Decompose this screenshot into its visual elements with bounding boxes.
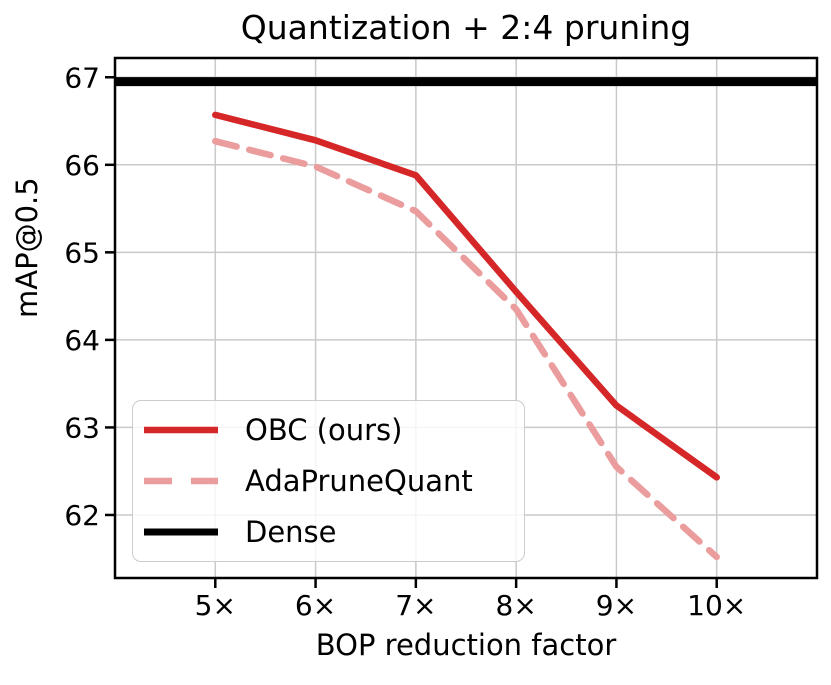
y-tick-label: 65: [64, 236, 100, 269]
x-tick-label: 6×: [295, 589, 336, 622]
y-tick-label: 62: [64, 499, 100, 532]
legend-item-dense: Dense: [133, 506, 524, 557]
x-tick-label: 7×: [395, 589, 436, 622]
x-tick-label: 5×: [195, 589, 236, 622]
legend-line-sample-obc: [144, 427, 218, 434]
plot-border: [113, 56, 819, 580]
legend-label-dense: Dense: [245, 514, 337, 549]
obc-ours-line: [212, 111, 720, 481]
x-tick-label: 10×: [687, 589, 746, 622]
x-tick-label: 9×: [596, 589, 637, 622]
y-tick-label: 66: [64, 149, 100, 182]
chart-title: Quantization + 2:4 pruning: [240, 8, 692, 47]
legend-line-sample-adaprunequant: [144, 477, 218, 485]
legend: OBC (ours) AdaPruneQuant Dense: [132, 400, 525, 562]
legend-item-adaprunequant: AdaPruneQuant: [133, 456, 524, 507]
y-tick-label: 67: [64, 61, 100, 94]
y-tick-label: 63: [64, 411, 100, 444]
x-tick-label: 8×: [496, 589, 537, 622]
legend-line-sample-dense: [144, 528, 218, 536]
y-tick-label: 64: [64, 324, 100, 357]
legend-item-obc: OBC (ours): [133, 405, 524, 456]
legend-label-adaprunequant: AdaPruneQuant: [245, 464, 473, 498]
legend-label-obc: OBC (ours): [245, 413, 403, 448]
x-axis-label: BOP reduction factor: [315, 628, 617, 662]
adaprunequant-line: [212, 137, 720, 561]
